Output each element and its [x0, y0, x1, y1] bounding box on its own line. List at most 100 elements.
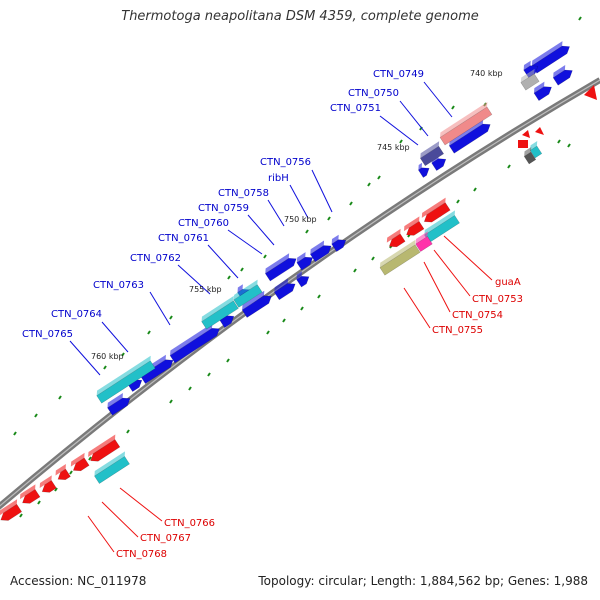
forward-gene: [273, 278, 296, 301]
gene-label[interactable]: CTN_0756: [260, 157, 311, 168]
reverse-gene: [0, 499, 23, 521]
scale-tick: [188, 386, 192, 391]
gene-body: [431, 158, 447, 171]
gene-body: [94, 456, 130, 484]
gene-label[interactable]: CTN_0751: [330, 103, 381, 114]
forward-gene: [309, 240, 332, 263]
gene-body: [296, 275, 310, 288]
scale-tick: [69, 470, 73, 475]
gene-label[interactable]: CTN_0761: [158, 233, 209, 244]
forward-gene: [552, 65, 573, 86]
scale-tick: [377, 175, 381, 180]
leader-line: [119, 487, 163, 522]
scale-ticks: [13, 16, 582, 518]
leader-line: [423, 261, 451, 313]
gene-label[interactable]: CTN_0763: [93, 280, 144, 291]
leader-line: [443, 235, 493, 281]
scale-tick: [451, 105, 455, 110]
gene-shade: [201, 295, 234, 322]
reverse-gene: [421, 197, 451, 223]
gene-label[interactable]: CTN_0749: [373, 69, 424, 80]
gene-shade: [524, 147, 532, 157]
gene-label[interactable]: CTN_0767: [140, 533, 191, 544]
gene-teal: [94, 451, 130, 484]
gene-body: [296, 256, 314, 271]
gene-shade: [55, 463, 66, 476]
gene-shade: [440, 101, 488, 138]
forward-gene: [296, 271, 310, 288]
gene-shade: [94, 451, 125, 477]
forward-gene: [169, 323, 220, 364]
gene-label[interactable]: CTN_0755: [432, 325, 483, 336]
gene-shade: [534, 81, 545, 94]
gene-label[interactable]: CTN_0768: [116, 549, 167, 560]
gene-label[interactable]: guaA: [495, 277, 521, 288]
scale-tick: [37, 500, 41, 505]
scale-tick: [567, 143, 571, 148]
gene-body: [201, 300, 239, 330]
leader-line: [311, 169, 333, 213]
gene-shade: [420, 141, 440, 159]
scale-label: 755 kbp: [189, 285, 222, 294]
scale-tick: [13, 431, 17, 436]
gene-label[interactable]: CTN_0765: [22, 329, 73, 340]
scale-tick: [34, 413, 38, 418]
gene-shade: [310, 240, 325, 255]
gene-label[interactable]: ribH: [268, 173, 289, 184]
scale-tick: [263, 254, 267, 259]
gene-label[interactable]: CTN_0753: [472, 294, 523, 305]
reverse-gene: [584, 85, 597, 100]
forward-gene: [331, 234, 347, 252]
gene-shade: [415, 231, 428, 245]
gene-olive: [379, 239, 421, 276]
gene-body: [533, 86, 552, 102]
forward-gene: [264, 253, 297, 282]
gene-body: [107, 397, 131, 416]
gene-shade: [331, 234, 339, 245]
gene-label[interactable]: CTN_0754: [452, 310, 503, 321]
gene-label[interactable]: CTN_0759: [198, 203, 249, 214]
gene-body: [552, 69, 573, 86]
gene-label[interactable]: CTN_0758: [218, 188, 269, 199]
gene-shade: [0, 499, 18, 517]
gene-body: [529, 145, 543, 159]
gene-shade: [296, 252, 306, 263]
gene-body: [406, 220, 425, 236]
forward-gene: [531, 41, 570, 74]
gene-shade: [96, 355, 151, 396]
scale-tick: [367, 182, 371, 187]
gene-label[interactable]: CTN_0760: [178, 218, 229, 229]
gene-label[interactable]: CTN_0762: [130, 253, 181, 264]
scale-tick: [58, 395, 62, 400]
scale-tick: [305, 229, 309, 234]
scale-label: 745 kbp: [377, 143, 410, 152]
forward-gene: [296, 252, 314, 271]
gene-body: [520, 73, 540, 91]
gene-shade: [170, 323, 213, 356]
gene-body: [309, 245, 332, 263]
reverse-gene: [88, 434, 121, 462]
scale-label: 760 kbp: [91, 352, 124, 361]
map-title: Thermotoga neapolitana DSM 4359, complet…: [121, 9, 479, 24]
reverse-gene: [70, 452, 90, 472]
gene-label[interactable]: CTN_0750: [348, 88, 399, 99]
gene-shade: [418, 162, 423, 170]
leader-line: [69, 340, 101, 376]
reverse-strand-genes: [0, 85, 597, 521]
gene-label[interactable]: CTN_0764: [51, 309, 102, 320]
forward-strand-genes: [107, 41, 573, 416]
scale-labels: 740 kbp 745 kbp 750 kbp 755 kbp 760 kbp: [91, 69, 503, 361]
gene-shade: [553, 65, 566, 78]
gene-teal: [233, 279, 263, 308]
gene-label[interactable]: CTN_0766: [164, 518, 215, 529]
accession-text: Accession: NC_011978: [10, 574, 147, 588]
scale-tick: [399, 139, 403, 144]
gene-body: [531, 45, 570, 74]
gene-body: [57, 468, 71, 481]
gene-body: [90, 439, 121, 462]
reverse-gene: [55, 463, 71, 481]
gene-shade: [530, 141, 538, 151]
scale-tick: [507, 164, 511, 169]
gene-shade: [531, 41, 563, 66]
